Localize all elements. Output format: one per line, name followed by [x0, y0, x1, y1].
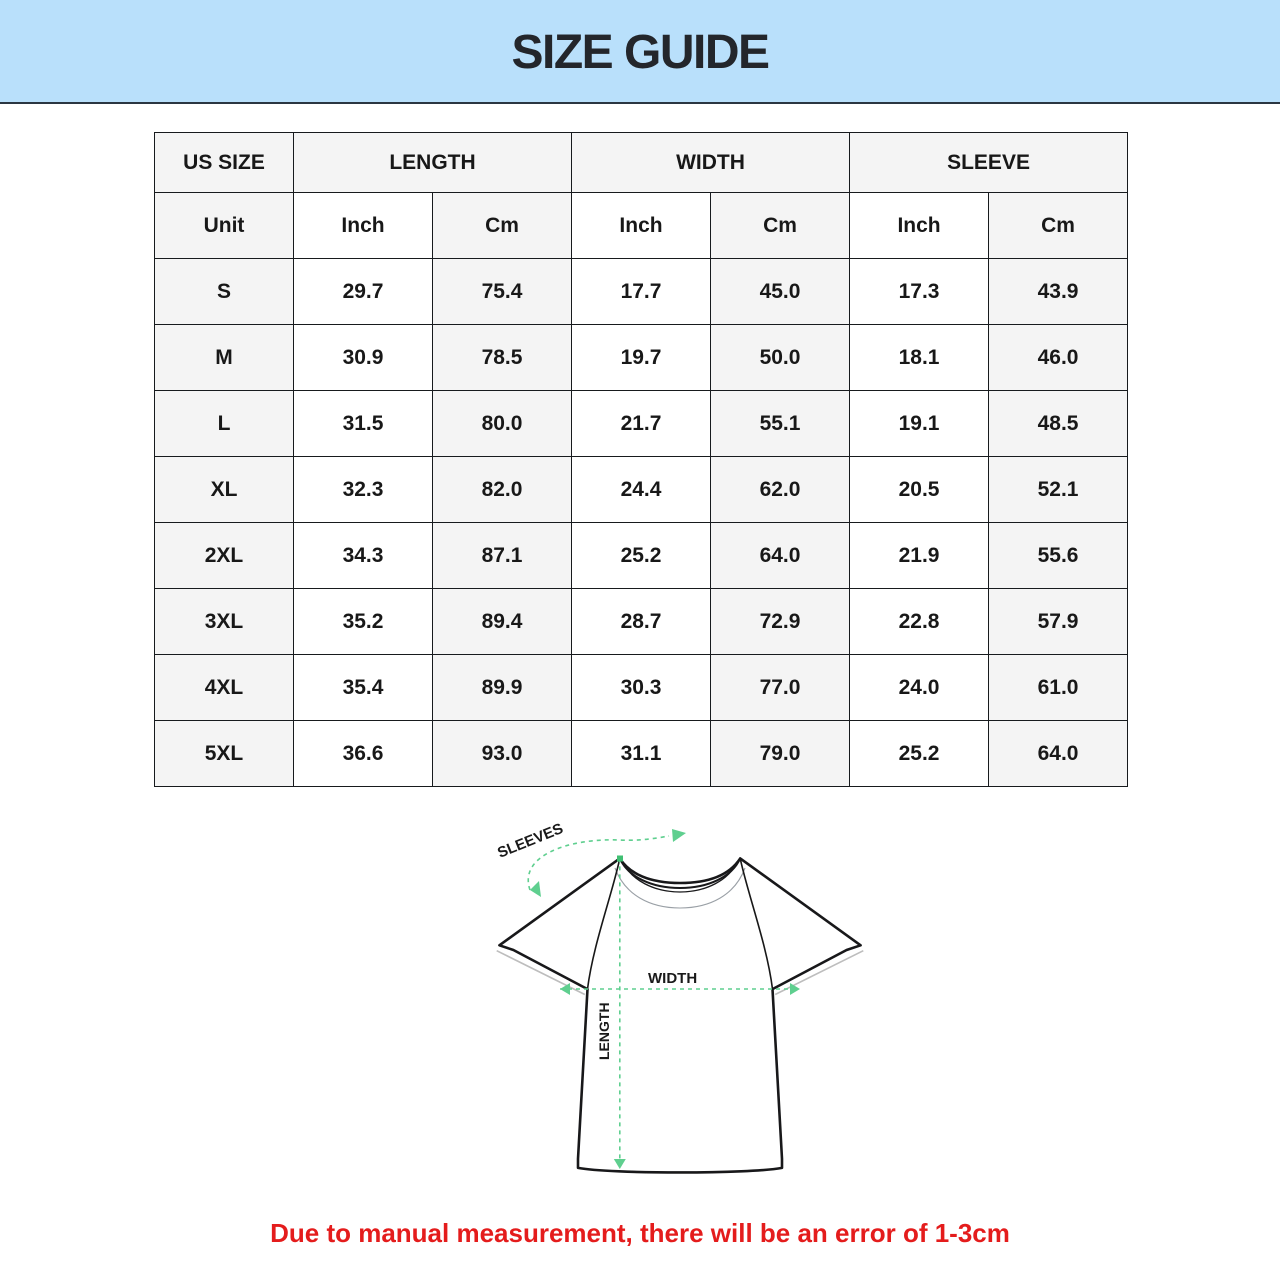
svg-text:SLEEVES: SLEEVES	[495, 820, 566, 862]
svg-text:WIDTH: WIDTH	[648, 970, 697, 987]
svg-text:LENGTH: LENGTH	[596, 1002, 612, 1060]
